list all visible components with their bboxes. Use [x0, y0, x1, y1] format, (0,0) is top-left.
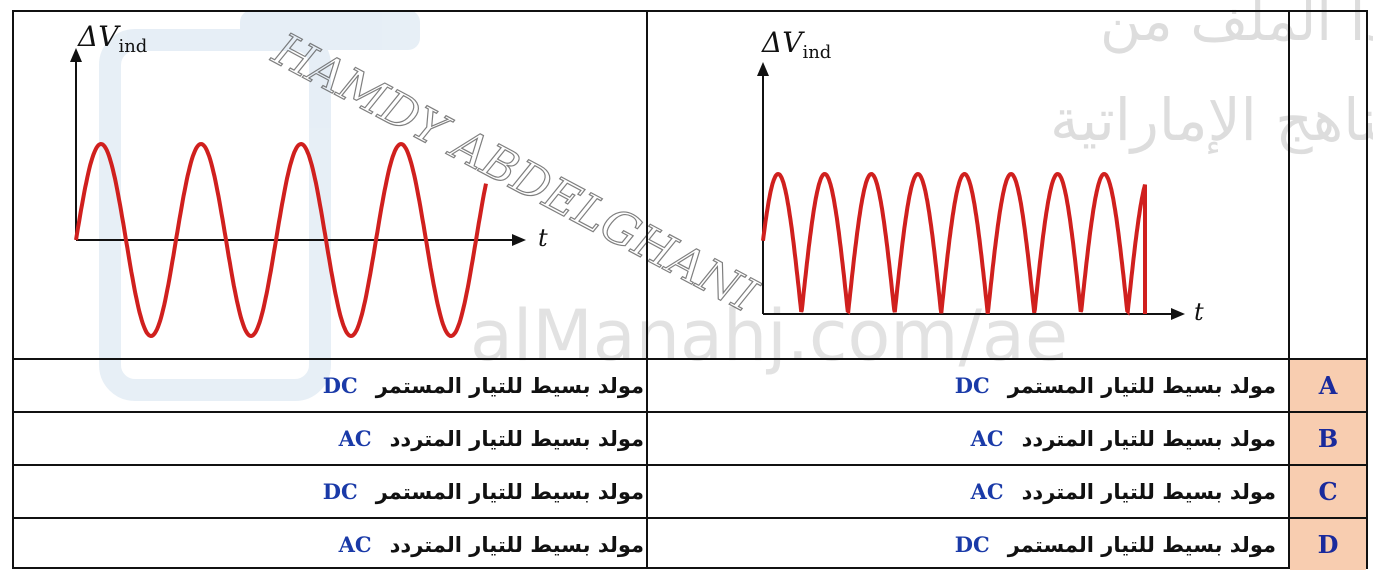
divider-middle [646, 12, 648, 567]
option-c-right: مولد بسيط للتيار المتردد AC [971, 466, 1276, 517]
option-b-right-code: AC [970, 426, 1004, 451]
y-axis-label: ΔVind [77, 20, 147, 57]
option-d-right: مولد بسيط للتيار المستمر DC [955, 519, 1276, 570]
option-c-right-code: AC [970, 479, 1004, 504]
option-b-right: مولد بسيط للتيار المتردد AC [971, 413, 1276, 464]
option-d-left-code: AC [338, 532, 372, 557]
option-a-letter-cell[interactable]: A [1290, 360, 1366, 411]
option-row-b[interactable]: مولد بسيط للتيار المتردد AC مولد بسيط لل… [14, 413, 1366, 464]
option-a-letter: A [1318, 371, 1338, 400]
graph-rectified-dc: ΔVind t [757, 26, 1204, 326]
option-a-left-text: مولد بسيط للتيار المستمر [375, 373, 644, 398]
option-c-letter-cell[interactable]: C [1290, 466, 1366, 517]
option-row-d[interactable]: مولد بسيط للتيار المستمر DC مولد بسيط لل… [14, 519, 1366, 570]
option-c-left-text: مولد بسيط للتيار المستمر [375, 479, 644, 504]
x-axis-label: t [1194, 298, 1204, 326]
divider-row-a [14, 411, 1366, 413]
divider-row-b [14, 464, 1366, 466]
option-d-right-text: مولد بسيط للتيار المستمر [1007, 532, 1276, 557]
option-a-left: مولد بسيط للتيار المستمر DC [323, 360, 644, 411]
y-axis-arrow-icon [70, 48, 82, 62]
x-axis-arrow-icon [512, 234, 526, 246]
option-c-letter: C [1318, 477, 1338, 506]
option-c-left-code: DC [322, 479, 358, 504]
option-d-right-code: DC [954, 532, 990, 557]
option-d-letter-cell[interactable]: D [1290, 519, 1366, 570]
answer-table: ΔVind t ΔVind t مولد بسيط للتيار المستمر… [12, 10, 1368, 570]
rectified-dc-curve [761, 171, 1147, 316]
y-axis-label: ΔVind [761, 26, 831, 63]
option-row-a[interactable]: مولد بسيط للتيار المستمر DC مولد بسيط لل… [14, 360, 1366, 411]
option-a-right-code: DC [954, 373, 990, 398]
option-c-left: مولد بسيط للتيار المستمر DC [323, 466, 644, 517]
option-d-left-text: مولد بسيط للتيار المتردد [389, 532, 644, 557]
option-b-left: مولد بسيط للتيار المتردد AC [339, 413, 644, 464]
x-axis-arrow-icon [1171, 308, 1185, 320]
divider-graphs [14, 358, 1366, 360]
option-d-letter: D [1317, 530, 1339, 559]
graph-ac-sine: ΔVind t [70, 20, 548, 339]
option-a-right-text: مولد بسيط للتيار المستمر [1007, 373, 1276, 398]
option-c-right-text: مولد بسيط للتيار المتردد [1021, 479, 1276, 504]
ac-sine-curve [74, 141, 488, 339]
option-b-left-code: AC [338, 426, 372, 451]
option-b-letter: B [1317, 424, 1339, 453]
x-axis-label: t [538, 224, 548, 252]
divider-letter-column [1288, 12, 1290, 567]
option-b-letter-cell[interactable]: B [1290, 413, 1366, 464]
option-a-left-code: DC [322, 373, 358, 398]
option-b-right-text: مولد بسيط للتيار المتردد [1021, 426, 1276, 451]
divider-row-c [14, 517, 1366, 519]
y-axis-arrow-icon [757, 62, 769, 76]
option-a-right: مولد بسيط للتيار المستمر DC [955, 360, 1276, 411]
option-b-left-text: مولد بسيط للتيار المتردد [389, 426, 644, 451]
option-d-left: مولد بسيط للتيار المتردد AC [339, 519, 644, 570]
option-row-c[interactable]: مولد بسيط للتيار المتردد AC مولد بسيط لل… [14, 466, 1366, 517]
